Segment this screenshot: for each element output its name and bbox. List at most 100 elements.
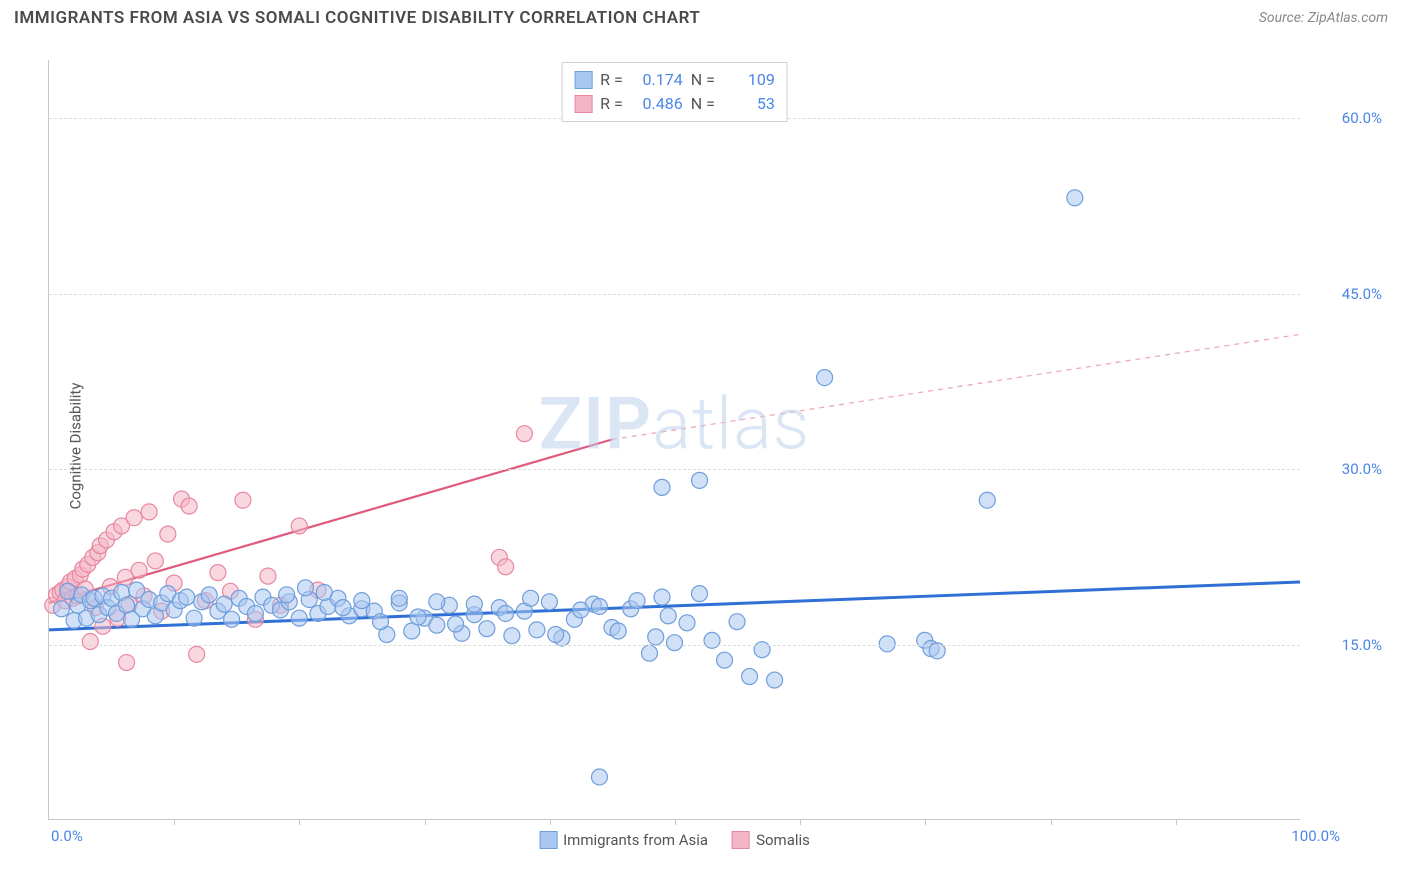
- y-tick-label: 15.0%: [1312, 636, 1382, 654]
- data-point: [119, 655, 135, 671]
- data-point: [692, 586, 708, 602]
- legend-r-label: R =: [600, 92, 623, 116]
- x-tick-minor: [1051, 819, 1052, 825]
- data-point: [704, 632, 720, 648]
- data-point: [82, 634, 98, 650]
- x-tick-minor: [174, 819, 175, 825]
- data-point: [541, 594, 557, 610]
- data-point: [391, 590, 407, 606]
- data-point: [979, 492, 995, 508]
- data-point: [448, 616, 464, 632]
- data-point: [235, 492, 251, 508]
- x-tick-left: 0.0%: [51, 827, 83, 845]
- data-point: [641, 645, 657, 661]
- legend-swatch-somali: [574, 95, 592, 113]
- legend-swatch-asia: [574, 71, 592, 89]
- data-point: [160, 526, 176, 542]
- data-point: [260, 568, 276, 584]
- data-point: [186, 610, 202, 626]
- trend-line: [612, 334, 1300, 439]
- legend-n-asia: 109: [723, 68, 775, 92]
- data-point: [410, 609, 426, 625]
- data-point: [504, 628, 520, 644]
- x-tick-minor: [1176, 819, 1177, 825]
- data-point: [692, 472, 708, 488]
- data-point: [429, 617, 445, 633]
- data-point: [189, 646, 205, 662]
- data-point: [573, 602, 589, 618]
- data-point: [660, 608, 676, 624]
- data-point: [667, 635, 683, 651]
- data-point: [479, 621, 495, 637]
- data-point: [291, 610, 307, 626]
- x-tick-right: 100.0%: [1291, 827, 1340, 845]
- data-point: [498, 559, 514, 575]
- data-point: [498, 605, 514, 621]
- data-point: [610, 623, 626, 639]
- legend-swatch-asia-icon: [539, 831, 557, 849]
- data-point: [742, 669, 758, 685]
- data-point: [429, 594, 445, 610]
- data-point: [591, 769, 607, 785]
- data-point: [247, 605, 263, 621]
- data-point: [516, 426, 532, 442]
- data-point: [717, 652, 733, 668]
- data-point: [147, 553, 163, 569]
- data-point: [654, 479, 670, 495]
- data-point: [648, 629, 664, 645]
- plot-wrap: ZIPatlas 15.0%30.0%45.0%60.0% 0.0% 100.0…: [48, 60, 1388, 820]
- data-point: [181, 498, 197, 514]
- x-tick-minor: [550, 819, 551, 825]
- data-point: [1067, 190, 1083, 206]
- x-tick-minor: [299, 819, 300, 825]
- data-point: [729, 614, 745, 630]
- bottom-legend: Immigrants from Asia Somalis: [539, 831, 810, 849]
- chart-title: IMMIGRANTS FROM ASIA VS SOMALI COGNITIVE…: [14, 8, 700, 28]
- x-tick-minor: [675, 819, 676, 825]
- x-tick-minor: [925, 819, 926, 825]
- data-point: [316, 584, 332, 600]
- data-point: [529, 622, 545, 638]
- gridline: [49, 645, 1300, 646]
- data-point: [201, 587, 217, 603]
- top-legend: R = 0.174 N = 109 R = 0.486 N = 53: [561, 62, 788, 122]
- bottom-legend-label-somali: Somalis: [756, 831, 810, 849]
- plot-area: ZIPatlas 15.0%30.0%45.0%60.0% 0.0% 100.0…: [48, 60, 1300, 820]
- data-point: [54, 601, 70, 617]
- legend-r-label: R =: [600, 68, 623, 92]
- legend-n-label: N =: [691, 68, 715, 92]
- title-bar: IMMIGRANTS FROM ASIA VS SOMALI COGNITIVE…: [0, 0, 1406, 34]
- y-tick-label: 30.0%: [1312, 460, 1382, 478]
- y-tick-label: 45.0%: [1312, 285, 1382, 303]
- data-point: [629, 593, 645, 609]
- x-tick-minor: [800, 819, 801, 825]
- bottom-legend-item-somali: Somalis: [732, 831, 810, 849]
- data-point: [373, 614, 389, 630]
- data-point: [279, 587, 295, 603]
- data-point: [466, 596, 482, 612]
- bottom-legend-label-asia: Immigrants from Asia: [563, 831, 708, 849]
- data-point: [679, 615, 695, 631]
- data-point: [216, 596, 232, 612]
- legend-n-somali: 53: [723, 92, 775, 116]
- data-point: [224, 611, 240, 627]
- data-point: [291, 518, 307, 534]
- data-point: [523, 590, 539, 606]
- bottom-legend-item-asia: Immigrants from Asia: [539, 831, 708, 849]
- legend-r-somali: 0.486: [631, 92, 683, 116]
- data-point: [210, 565, 226, 581]
- data-point: [767, 672, 783, 688]
- data-point: [591, 598, 607, 614]
- legend-n-label: N =: [691, 92, 715, 116]
- chart-svg: [49, 60, 1300, 819]
- legend-r-asia: 0.174: [631, 68, 683, 92]
- x-tick-minor: [425, 819, 426, 825]
- gridline: [49, 294, 1300, 295]
- gridline: [49, 469, 1300, 470]
- data-point: [131, 562, 147, 578]
- top-legend-row-asia: R = 0.174 N = 109: [574, 68, 775, 92]
- data-point: [335, 600, 351, 616]
- y-tick-label: 60.0%: [1312, 109, 1382, 127]
- data-point: [354, 593, 370, 609]
- data-point: [141, 504, 157, 520]
